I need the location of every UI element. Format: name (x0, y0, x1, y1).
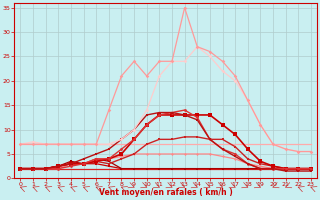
X-axis label: Vent moyen/en rafales ( km/h ): Vent moyen/en rafales ( km/h ) (99, 188, 233, 197)
